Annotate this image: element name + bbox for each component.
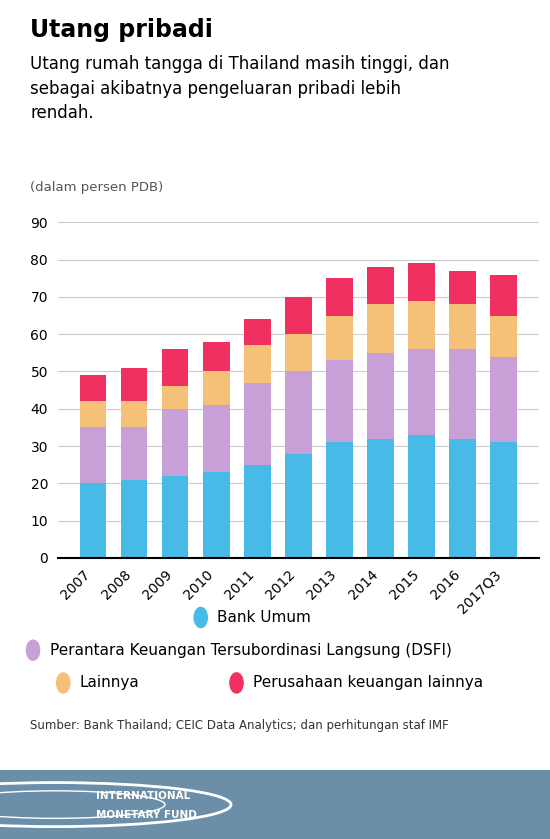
Bar	[244, 383, 271, 465]
Text: Utang rumah tangga di Thailand masih tinggi, dan
sebagai akibatnya pengeluaran p: Utang rumah tangga di Thailand masih tin…	[30, 55, 450, 122]
Bar	[408, 263, 435, 300]
Bar	[244, 346, 271, 383]
Text: Perantara Keuangan Tersubordinasi Langsung (DSFI): Perantara Keuangan Tersubordinasi Langsu…	[50, 643, 452, 658]
Bar	[449, 271, 476, 305]
Text: Perusahaan keuangan lainnya: Perusahaan keuangan lainnya	[253, 675, 483, 690]
Bar	[162, 409, 189, 476]
Bar	[203, 372, 229, 405]
Bar	[408, 349, 435, 435]
Bar	[162, 349, 189, 387]
Bar	[285, 334, 312, 372]
Bar	[491, 357, 517, 442]
Bar	[80, 401, 106, 427]
Text: Lainnya: Lainnya	[80, 675, 140, 690]
Bar	[326, 360, 353, 442]
Bar	[491, 315, 517, 357]
Bar	[80, 375, 106, 401]
Bar	[244, 465, 271, 558]
Bar	[408, 300, 435, 349]
Bar	[244, 320, 271, 346]
Bar	[367, 439, 394, 558]
Text: Bank Umum: Bank Umum	[217, 610, 311, 625]
Bar	[120, 401, 147, 427]
Bar	[162, 476, 189, 558]
Bar	[491, 442, 517, 558]
Bar	[80, 427, 106, 483]
Bar	[285, 297, 312, 334]
Bar	[285, 372, 312, 454]
Bar	[203, 405, 229, 472]
Bar	[326, 279, 353, 315]
Bar	[326, 442, 353, 558]
Bar	[120, 367, 147, 401]
Text: INTERNATIONAL: INTERNATIONAL	[96, 791, 190, 801]
Bar	[449, 305, 476, 349]
Bar	[491, 274, 517, 315]
Bar	[120, 480, 147, 558]
Text: Sumber: Bank Thailand; CEIC Data Analytics; dan perhitungan staf IMF: Sumber: Bank Thailand; CEIC Data Analyti…	[30, 719, 449, 732]
Bar	[449, 349, 476, 439]
Bar	[80, 483, 106, 558]
Bar	[326, 315, 353, 360]
Text: Utang pribadi: Utang pribadi	[30, 18, 213, 43]
Bar	[162, 387, 189, 409]
Bar	[449, 439, 476, 558]
Bar	[367, 267, 394, 305]
Bar	[285, 454, 312, 558]
Bar	[203, 472, 229, 558]
Bar	[120, 427, 147, 480]
Bar	[203, 341, 229, 372]
Bar	[367, 305, 394, 353]
Bar	[408, 435, 435, 558]
Text: MONETARY FUND: MONETARY FUND	[96, 810, 197, 820]
Bar	[367, 353, 394, 439]
Text: (dalam persen PDB): (dalam persen PDB)	[30, 181, 163, 194]
